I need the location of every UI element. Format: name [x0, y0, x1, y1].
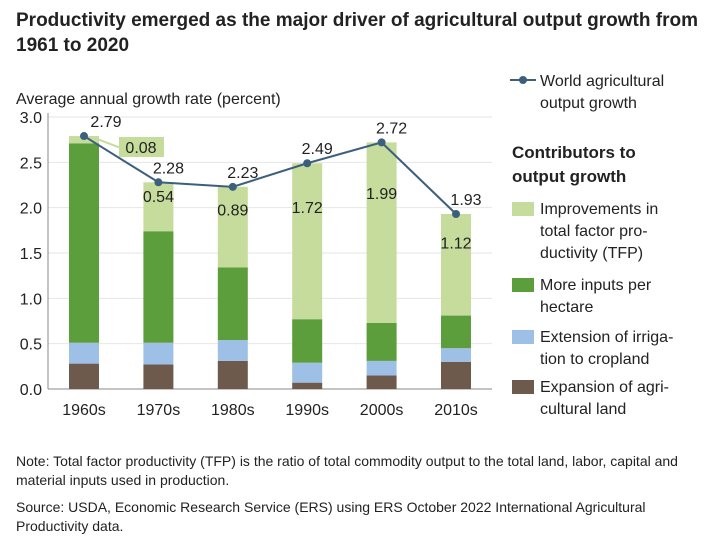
bar-segment: [143, 342, 174, 365]
bar-data-label: 0.54: [143, 189, 174, 206]
y-axis-label: Average annual growth rate (percent): [16, 91, 281, 108]
bar-segment: [69, 143, 99, 343]
legend-line-label: World agricultural output growth: [540, 73, 664, 112]
bar-segment: [69, 342, 99, 364]
line-data-label: 2.79: [90, 114, 121, 131]
x-tick-label: 1990s: [285, 402, 329, 419]
y-tick-label: 1.5: [20, 246, 42, 263]
bar-segment: [441, 315, 471, 349]
line-data-label: 2.49: [302, 141, 333, 158]
chart-source: Source: USDA, Economic Research Service …: [16, 499, 646, 534]
bar-segment: [366, 142, 397, 323]
bar-segment: [366, 322, 397, 361]
line-point: [228, 182, 237, 191]
y-tick-label: 0.0: [20, 382, 42, 399]
data-label-box: [119, 137, 164, 157]
line-point: [452, 210, 460, 219]
chart-note: Note: Total factor productivity (TFP) is…: [16, 453, 678, 488]
bar-segment: [143, 182, 174, 232]
bar-segment: [366, 360, 397, 376]
line-point: [303, 159, 312, 168]
bar-segment: [217, 267, 248, 341]
legend-line-marker: [519, 76, 527, 84]
y-tick-label: 2.0: [20, 201, 42, 218]
line-series: [83, 135, 457, 215]
y-tick-label: 0.5: [20, 337, 42, 354]
bar-segment: [292, 319, 323, 363]
legend-item-label: Improvements in total factor pro-ductivit…: [540, 201, 658, 262]
bar-segment: [292, 362, 323, 383]
x-tick-label: 2010s: [434, 402, 478, 419]
line-data-label: 1.93: [450, 192, 481, 209]
bar-segment: [366, 375, 397, 389]
line-point: [154, 178, 163, 187]
x-tick-label: 1960s: [62, 402, 106, 419]
legend-swatch: [512, 330, 534, 344]
bar-data-label: 1.99: [366, 186, 397, 203]
legend-item-label: Expansion of agri-cultural land: [540, 379, 669, 418]
bar-data-label: 0.89: [217, 202, 248, 219]
legend-item-label: Extension of irriga-tion to cropland: [540, 329, 673, 368]
line-point: [80, 132, 88, 141]
data-label-leader: [98, 138, 121, 149]
legend-item-label: More inputs per hectare: [540, 277, 652, 316]
line-data-label: 2.23: [227, 165, 258, 182]
chart-title: Productivity emerged as the major driver…: [16, 10, 698, 56]
bar-segment: [441, 361, 471, 389]
legend-swatch: [512, 278, 534, 292]
bar-segment: [292, 382, 323, 389]
y-tick-label: 2.5: [20, 155, 42, 172]
bar-segment: [441, 214, 471, 316]
bar-segment: [217, 360, 248, 389]
bar-segment: [69, 363, 99, 389]
legend-swatch: [512, 380, 534, 394]
bar-segment: [143, 364, 174, 389]
bar-segment: [143, 231, 174, 343]
x-tick-label: 1970s: [137, 402, 181, 419]
line-point: [377, 138, 386, 147]
y-tick-label: 3.0: [20, 110, 42, 127]
line-data-label: 2.72: [376, 120, 407, 137]
bar-segment: [441, 348, 471, 362]
legend-heading: Contributors to output growth: [512, 143, 636, 186]
bar-data-label: 1.12: [440, 235, 471, 252]
x-tick-label: 1980s: [211, 402, 255, 419]
line-data-label: 2.28: [153, 160, 184, 177]
y-tick-label: 1.0: [20, 291, 42, 308]
x-tick-label: 2000s: [360, 402, 404, 419]
bar-segment: [217, 340, 248, 361]
bar-data-label: 1.72: [292, 200, 323, 217]
bar-data-label: 0.08: [125, 140, 156, 157]
bar-segment: [217, 186, 248, 268]
legend-swatch: [512, 202, 534, 216]
bar-segment: [292, 163, 323, 320]
